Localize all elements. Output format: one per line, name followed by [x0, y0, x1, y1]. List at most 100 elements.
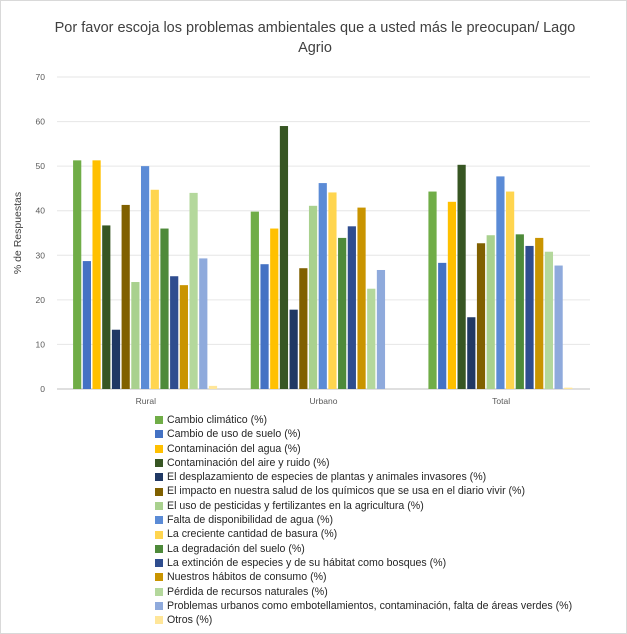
bar [328, 192, 337, 389]
legend-entry: Otros (%) [155, 613, 620, 627]
chart-title-line-2: Agrio [298, 40, 332, 56]
legend-entry: Cambio climático (%) [155, 413, 620, 427]
bar [347, 226, 356, 389]
bar [199, 258, 208, 389]
y-axis-label: % de Respuestas [12, 192, 24, 274]
bar [208, 385, 218, 389]
bar [447, 201, 457, 389]
bar [82, 261, 91, 389]
legend-label: Contaminación del agua (%) [167, 442, 301, 455]
legend-entry: Pérdida de recursos naturales (%) [155, 585, 620, 599]
bar [318, 183, 327, 389]
bar [160, 228, 169, 389]
bar [467, 317, 476, 389]
legend-entry: La degradación del suelo (%) [155, 542, 620, 556]
legend-entry: Cambio de uso de suelo (%) [155, 427, 620, 441]
bar [111, 329, 121, 389]
bar-chart: 0 10 20 30 40 50 60 70 Rural Urbano Total % de Re… [12, 72, 590, 406]
bar [554, 265, 563, 389]
legend-swatch [155, 516, 163, 525]
y-tick-label: 70 [36, 72, 46, 82]
y-axis-ticks: 0 10 20 30 40 50 60 70 [36, 72, 46, 394]
legend-swatch [155, 530, 163, 539]
bar [140, 166, 150, 389]
legend-swatch [155, 416, 163, 425]
bar [476, 243, 486, 389]
bar [121, 204, 130, 389]
bar [438, 262, 447, 389]
legend-entry: Nuestros hábitos de consumo (%) [155, 570, 620, 584]
bar [367, 288, 376, 389]
legend-swatch [155, 587, 163, 596]
bar [189, 192, 198, 389]
legend-entry: Problemas urbanos como embotellamientos,… [155, 599, 620, 613]
bar [299, 268, 308, 389]
legend-entry: El uso de pesticidas y fertilizantes en … [155, 499, 620, 513]
legend-label: Cambio climático (%) [167, 414, 268, 426]
bar [357, 207, 366, 389]
y-tick-label: 50 [36, 161, 46, 171]
legend-swatch [155, 602, 163, 610]
bar [338, 237, 347, 389]
bar [73, 160, 82, 389]
bar [131, 282, 140, 389]
legend-entry: El desplazamiento de especies de plantas… [155, 470, 620, 484]
bar [486, 235, 495, 389]
x-tick-label: Total [492, 396, 510, 406]
legend-swatch [155, 459, 163, 468]
bar [457, 164, 466, 389]
legend-entry: Falta de disponibilidad de agua (%) [155, 513, 620, 527]
bar [525, 245, 534, 389]
legend-swatch [155, 487, 163, 496]
y-tick-label: 60 [36, 117, 46, 127]
legend-label: Problemas urbanos como embotellamientos,… [167, 599, 573, 612]
bar [564, 387, 573, 389]
legend-label: La degradación del suelo (%) [167, 542, 305, 555]
bar [102, 225, 111, 389]
legend-swatch [155, 616, 163, 625]
bar [544, 251, 554, 389]
bar [308, 205, 318, 389]
bar [150, 189, 159, 389]
legend-entry: La extinción de especies y de su hábitat… [155, 556, 620, 570]
bar [376, 269, 386, 389]
x-tick-label: Urbano [310, 396, 338, 406]
legend: Cambio climático (%) Cambio de uso de sue… [155, 413, 620, 627]
bar [179, 285, 188, 389]
legend-swatch [155, 559, 163, 568]
legend-label: Pérdida de recursos naturales (%) [167, 585, 328, 598]
legend-swatch [155, 473, 163, 482]
x-axis-ticks: Rural Urbano Total [136, 396, 511, 406]
chart-title: Por favor escoja los problemas ambiental… [40, 18, 590, 58]
y-tick-label: 40 [36, 206, 46, 216]
legend-label: Otros (%) [167, 614, 213, 627]
bar [270, 228, 279, 389]
legend-swatch [155, 444, 163, 453]
bar [496, 176, 505, 389]
bar [92, 160, 101, 389]
y-tick-label: 10 [36, 339, 46, 349]
bar [260, 264, 269, 389]
bar [279, 126, 289, 390]
chart-title-line-1: Por favor escoja los problemas ambiental… [54, 20, 576, 36]
legend-entry: Contaminación del agua (%) [155, 442, 620, 456]
legend-label: Nuestros hábitos de consumo (%) [167, 571, 327, 584]
legend-label: El impacto en nuestra salud de los quími… [167, 485, 526, 498]
legend-label: Contaminación del aire y ruido (%) [167, 456, 330, 469]
bar [506, 191, 515, 389]
bars [73, 126, 573, 390]
legend-label: La creciente cantidad de basura (%) [167, 528, 338, 541]
legend-label: La extinción de especies y de su hábitat… [167, 556, 447, 569]
bar [515, 234, 524, 389]
bar [250, 211, 259, 389]
legend-entry: La creciente cantidad de basura (%) [155, 527, 620, 541]
bar [289, 309, 298, 389]
bar [428, 191, 437, 389]
legend-entry: El impacto en nuestra salud de los quími… [155, 484, 620, 498]
y-tick-label: 20 [36, 295, 46, 305]
legend-label: El uso de pesticidas y fertilizantes en … [167, 499, 424, 512]
legend-label: El desplazamiento de especies de plantas… [167, 471, 487, 484]
y-tick-label: 30 [36, 250, 46, 260]
y-tick-label: 0 [40, 384, 45, 394]
legend-swatch [155, 430, 163, 439]
